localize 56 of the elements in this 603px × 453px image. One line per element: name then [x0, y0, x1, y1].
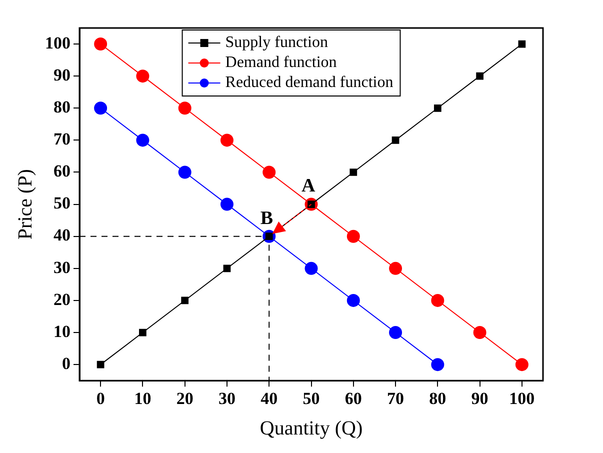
- y-tick-label: 60: [54, 162, 70, 181]
- point: [392, 136, 400, 144]
- point: [223, 264, 231, 272]
- point: [518, 40, 526, 48]
- point: [434, 104, 442, 112]
- point: [473, 326, 486, 340]
- point: [220, 198, 234, 211]
- point: [96, 360, 104, 368]
- x-tick-label: 100: [509, 389, 535, 408]
- point: [136, 70, 150, 83]
- annotation: A: [302, 176, 316, 197]
- point: [389, 326, 402, 340]
- point: [304, 262, 318, 275]
- point: [346, 230, 360, 243]
- x-tick-label: 50: [302, 389, 320, 408]
- annotation: B: [260, 208, 274, 229]
- point: [178, 166, 192, 179]
- point: [262, 166, 276, 179]
- x-tick-label: 0: [96, 389, 105, 408]
- x-tick-label: 90: [471, 389, 488, 408]
- y-tick-label: 0: [62, 354, 70, 373]
- x-tick-label: 40: [260, 389, 278, 408]
- point: [220, 134, 234, 147]
- point: [389, 262, 402, 275]
- point: [476, 72, 484, 80]
- y-tick-label: 90: [54, 65, 70, 84]
- y-tick-label: 70: [54, 130, 70, 149]
- y-tick-label: 10: [54, 322, 70, 341]
- legend-label: Supply function: [225, 34, 328, 52]
- point: [346, 294, 360, 307]
- x-tick-label: 70: [387, 389, 404, 408]
- x-tick-label: 10: [134, 389, 152, 408]
- y-tick-label: 50: [54, 194, 70, 213]
- y-tick-label: 100: [45, 33, 70, 52]
- y-tick-label: 40: [54, 226, 70, 245]
- point: [181, 296, 189, 304]
- point: [139, 328, 146, 336]
- y-tick-label: 30: [54, 258, 70, 277]
- x-tick-label: 30: [218, 389, 236, 408]
- x-tick-label: 60: [344, 389, 362, 408]
- y-axis-title: Price (P): [14, 169, 36, 240]
- legend-label: Reduced demand function: [225, 74, 394, 92]
- x-tick-label: 20: [176, 389, 194, 408]
- point: [515, 358, 528, 372]
- point: [431, 294, 444, 307]
- y-tick-label: 80: [54, 98, 70, 117]
- point: [94, 102, 108, 115]
- legend-label: Demand function: [225, 54, 337, 72]
- point: [178, 102, 192, 115]
- x-tick-label: 80: [429, 389, 446, 408]
- point: [350, 168, 358, 176]
- point: [431, 358, 444, 372]
- x-axis-title: Quantity (Q): [260, 417, 363, 440]
- y-tick-label: 20: [54, 290, 70, 309]
- point: [94, 38, 108, 51]
- point: [136, 134, 150, 147]
